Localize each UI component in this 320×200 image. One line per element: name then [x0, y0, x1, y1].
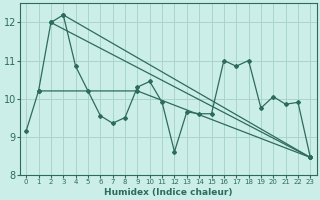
X-axis label: Humidex (Indice chaleur): Humidex (Indice chaleur)	[104, 188, 233, 197]
